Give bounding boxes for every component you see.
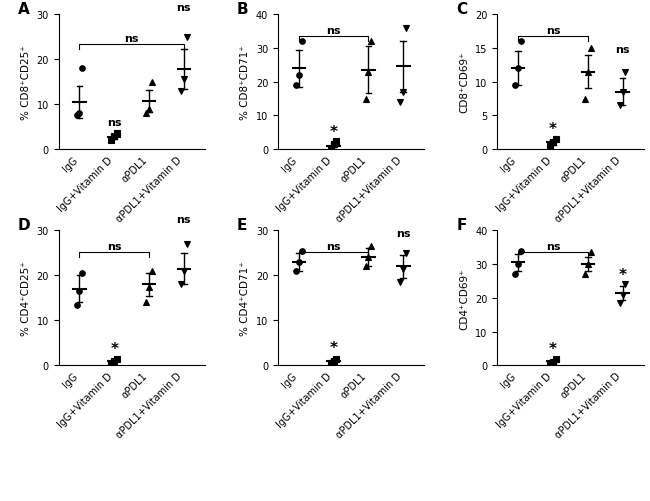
Y-axis label: % CD8⁺CD25⁺: % CD8⁺CD25⁺ <box>21 45 31 120</box>
Text: *: * <box>549 121 557 136</box>
Text: ns: ns <box>177 214 191 224</box>
Text: *: * <box>111 341 118 356</box>
Text: *: * <box>549 341 557 356</box>
Text: F: F <box>456 217 467 232</box>
Text: ns: ns <box>124 34 139 44</box>
Text: A: A <box>18 2 29 17</box>
Text: *: * <box>330 125 337 140</box>
Text: B: B <box>237 2 248 17</box>
Text: ns: ns <box>396 228 411 238</box>
Text: D: D <box>18 217 30 232</box>
Y-axis label: % CD4⁺CD71⁺: % CD4⁺CD71⁺ <box>240 261 250 336</box>
Text: E: E <box>237 217 247 232</box>
Text: ns: ns <box>326 26 341 36</box>
Text: ns: ns <box>177 3 191 13</box>
Y-axis label: % CD4⁺CD25⁺: % CD4⁺CD25⁺ <box>21 261 31 336</box>
Text: *: * <box>330 340 337 355</box>
Text: ns: ns <box>326 242 341 252</box>
Text: C: C <box>456 2 467 17</box>
Text: ns: ns <box>616 45 630 55</box>
Text: ns: ns <box>107 118 122 128</box>
Y-axis label: CD4⁺CD69⁺: CD4⁺CD69⁺ <box>460 268 469 329</box>
Text: ns: ns <box>107 242 122 252</box>
Y-axis label: % CD8⁺CD71⁺: % CD8⁺CD71⁺ <box>240 45 250 120</box>
Text: ns: ns <box>546 242 560 252</box>
Y-axis label: CD8⁺CD69⁺: CD8⁺CD69⁺ <box>460 52 469 113</box>
Text: *: * <box>619 268 627 283</box>
Text: ns: ns <box>546 26 560 36</box>
